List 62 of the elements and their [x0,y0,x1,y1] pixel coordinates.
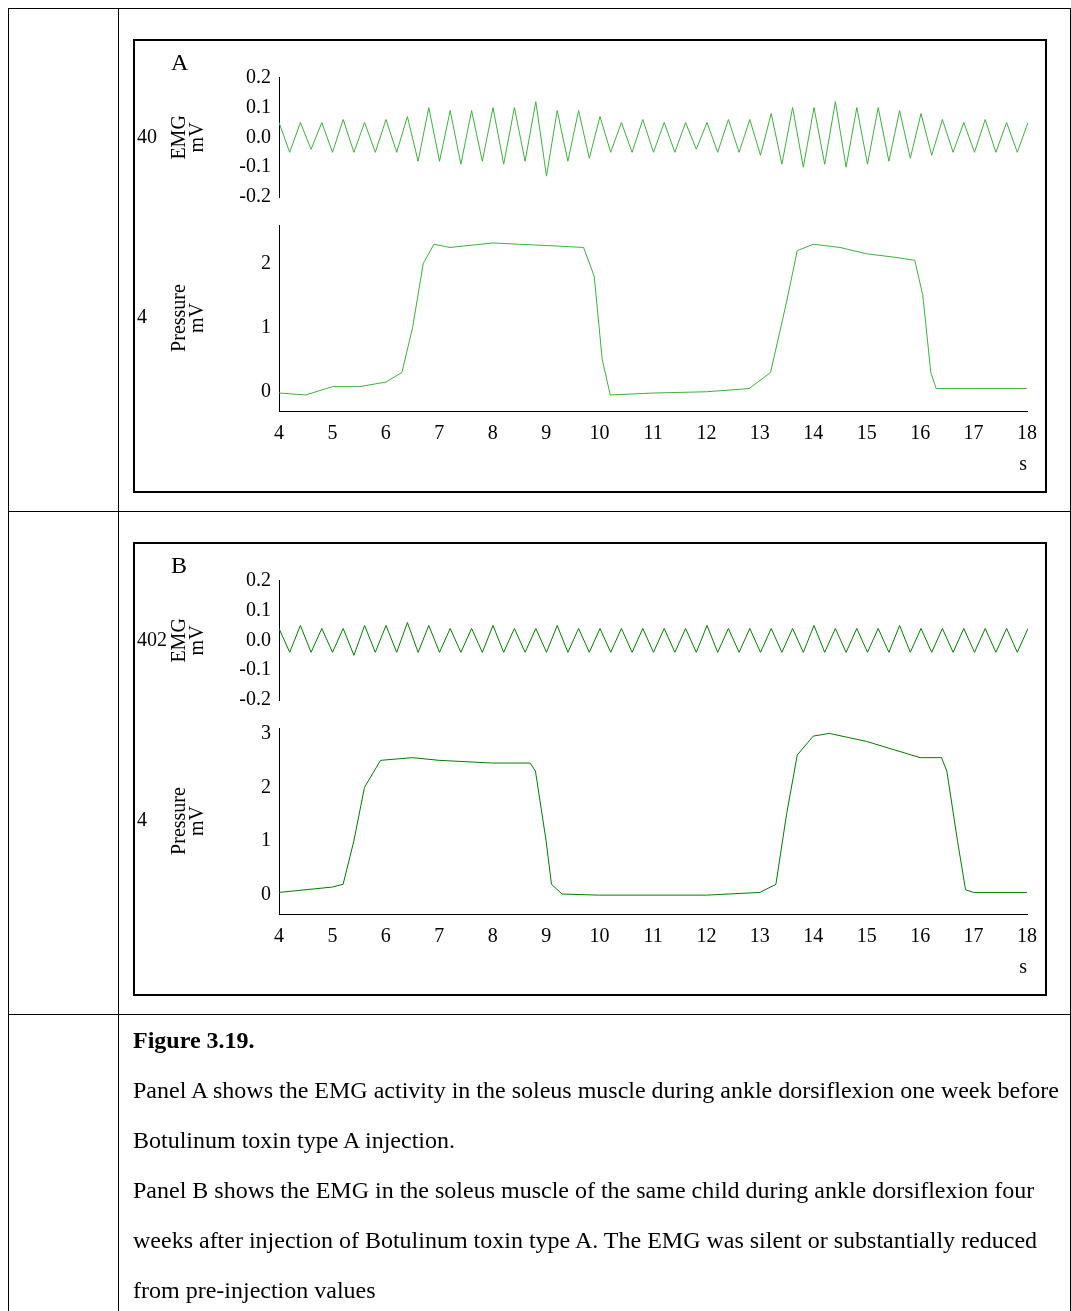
y-tick-label: 0 [261,882,271,905]
x-tick-label: 9 [541,421,552,444]
y-tick-label: -0.1 [239,154,271,177]
x-tick-label: 7 [434,421,445,444]
x-tick-label: 12 [696,924,717,947]
y-tick-label: 0.2 [246,568,271,591]
x-tick-label: 13 [749,421,770,444]
x-tick-label: 5 [327,924,338,947]
y-axis-title: EMG mV [167,115,208,160]
text: 4 [137,305,147,328]
x-tick-label: 18 [1017,924,1037,947]
x-tick-label: 5 [327,421,338,444]
y-tick-label: 2 [261,250,271,273]
chart-title: A [171,48,189,75]
x-tick-label: 11 [643,421,663,444]
x-tick-label: 10 [589,924,610,947]
y-tick-label: 3 [261,720,271,743]
text: 40 [137,124,157,147]
x-tick-label: 13 [749,924,770,947]
y-tick-label: 0.0 [246,627,271,650]
x-tick-label: 15 [856,924,877,947]
caption: Figure 3.19. [133,1026,256,1055]
x-axis-title: s [1019,955,1028,978]
x-tick-label: 15 [856,421,877,444]
x-tick-label: 6 [380,421,391,444]
x-tick-label: 10 [589,421,610,444]
x-tick-label: 14 [803,421,824,444]
y-tick-label: -0.2 [239,184,271,207]
x-tick-label: 17 [963,924,984,947]
y-tick-label: 2 [261,774,271,797]
text: Panel B shows the EMG in the soleus muscle of the same child during ankle dorsiflexion four weeks after injection of Botulinum toxin type A. The EMG was silent or substantially reduced from pre-injection values [133,1176,1039,1305]
y-axis-title: EMG mV [167,618,208,663]
y-tick-label: 0.0 [246,124,271,147]
x-tick-label: 7 [434,924,445,947]
x-tick-label: 11 [643,924,663,947]
x-tick-label: 14 [803,924,824,947]
y-tick-label: 0.1 [246,597,271,620]
x-tick-label: 8 [487,924,498,947]
x-tick-label: 4 [274,421,284,444]
y-axis-title: Pressure mV [167,284,208,352]
x-tick-label: 16 [910,924,931,947]
x-tick-label: 17 [963,421,984,444]
y-tick-label: -0.1 [239,657,271,680]
y-tick-label: 0 [261,379,271,402]
x-tick-label: 8 [487,421,498,444]
x-tick-label: 9 [541,924,552,947]
x-tick-label: 18 [1017,421,1037,444]
y-tick-label: 1 [261,314,271,337]
x-tick-label: 4 [274,924,284,947]
chart-title: B [171,551,188,578]
text: 402 [137,627,167,650]
y-tick-label: 0.1 [246,94,271,117]
text: 4 [137,808,147,831]
y-tick-label: 0.2 [246,65,271,88]
x-tick-label: 12 [696,421,717,444]
y-tick-label: -0.2 [239,687,271,710]
x-axis-title: s [1019,452,1028,475]
y-axis-title: Pressure mV [167,787,208,855]
text: Panel A shows the EMG activity in the soleus muscle during ankle dorsiflexion one week before Botulinum toxin type A injection. [133,1076,1060,1155]
y-tick-label: 1 [261,828,271,851]
x-tick-label: 16 [910,421,931,444]
x-tick-label: 6 [380,924,391,947]
